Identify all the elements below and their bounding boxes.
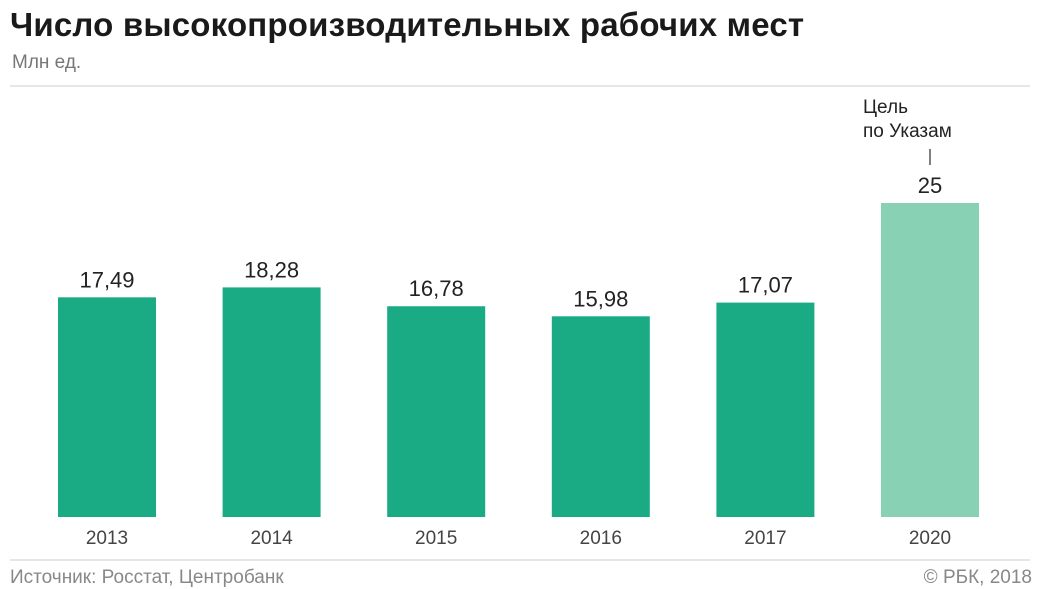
bar-2013: [58, 297, 156, 517]
value-label-2015: 16,78: [409, 276, 464, 301]
source-note: Источник: Росстат, Центробанк: [10, 567, 284, 588]
value-label-2020: 25: [918, 173, 942, 198]
value-label-2017: 17,07: [738, 273, 793, 298]
value-label-2013: 17,49: [79, 267, 134, 292]
bar-2016: [551, 316, 650, 517]
x-tick-label-2016: 2016: [580, 528, 622, 549]
chart-title: Число высокопроизводительных рабочих мес…: [10, 6, 805, 43]
bar-2015: [387, 306, 486, 517]
x-tick-label-2020: 2020: [909, 528, 951, 549]
bar-2020: [881, 203, 979, 517]
copyright-note: © РБК, 2018: [923, 567, 1032, 588]
chart-subtitle: Млн ед.: [12, 52, 82, 73]
bar-2017: [716, 302, 815, 517]
value-label-2014: 18,28: [244, 257, 299, 282]
value-label-2016: 15,98: [573, 286, 628, 311]
x-tick-label-2013: 2013: [86, 528, 128, 549]
annotation-line-1: Цель: [863, 97, 908, 118]
x-tick-label-2015: 2015: [415, 528, 457, 549]
x-tick-label-2014: 2014: [250, 528, 293, 549]
x-tick-label-2017: 2017: [744, 528, 786, 549]
bar-2014: [222, 287, 321, 517]
annotation-line-2: по Указам: [863, 121, 952, 142]
